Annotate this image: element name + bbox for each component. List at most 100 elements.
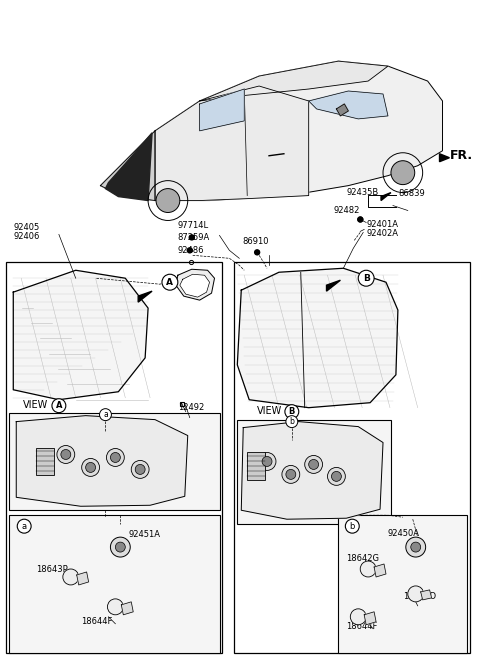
Circle shape [162, 274, 178, 290]
Text: 86839: 86839 [398, 189, 425, 197]
Circle shape [345, 519, 359, 533]
Polygon shape [176, 269, 215, 300]
Bar [234, 262, 470, 653]
Polygon shape [364, 612, 376, 625]
Polygon shape [138, 291, 152, 302]
Text: 92482: 92482 [334, 207, 360, 216]
Circle shape [358, 217, 363, 222]
Text: 12492: 12492 [178, 402, 204, 412]
Text: a: a [103, 410, 108, 419]
Polygon shape [381, 193, 391, 201]
Text: 92406: 92406 [13, 232, 40, 242]
Bar [237, 420, 391, 524]
Text: b: b [289, 417, 294, 426]
Circle shape [156, 189, 180, 213]
Text: 92450A: 92450A [388, 529, 420, 538]
Bar [36, 448, 54, 475]
Circle shape [17, 519, 31, 533]
Bar [247, 453, 265, 481]
Text: 92451A: 92451A [128, 530, 160, 539]
Text: 92486: 92486 [178, 246, 204, 256]
Text: 92435B: 92435B [347, 187, 379, 197]
Text: 18644F: 18644F [347, 622, 378, 631]
Circle shape [285, 404, 299, 418]
Text: A: A [167, 277, 173, 287]
Text: A: A [56, 401, 62, 410]
Text: 87259A: 87259A [178, 234, 210, 242]
Polygon shape [374, 564, 386, 577]
Circle shape [305, 455, 323, 473]
Circle shape [286, 416, 298, 428]
Text: 18642G: 18642G [347, 554, 379, 563]
Polygon shape [100, 61, 443, 201]
Circle shape [63, 569, 79, 585]
Polygon shape [16, 416, 188, 506]
Bar [338, 515, 467, 653]
Circle shape [282, 465, 300, 483]
Circle shape [286, 469, 296, 479]
Text: a: a [22, 522, 27, 531]
Circle shape [61, 449, 71, 459]
Polygon shape [180, 274, 210, 297]
Polygon shape [309, 91, 388, 119]
Circle shape [52, 399, 66, 412]
Polygon shape [106, 133, 152, 201]
Polygon shape [155, 86, 309, 201]
Bar [9, 515, 220, 653]
Bar [9, 412, 220, 510]
Circle shape [262, 457, 272, 467]
Text: 18643D: 18643D [403, 592, 436, 601]
Polygon shape [200, 61, 388, 101]
Circle shape [135, 465, 145, 475]
Circle shape [57, 446, 75, 463]
Circle shape [360, 561, 376, 577]
Polygon shape [77, 572, 89, 585]
Text: VIEW: VIEW [23, 400, 48, 410]
Text: B: B [363, 273, 370, 283]
Polygon shape [420, 590, 432, 600]
Polygon shape [440, 154, 449, 162]
Circle shape [131, 461, 149, 479]
Polygon shape [237, 268, 398, 408]
Text: B: B [288, 407, 295, 416]
Text: 92401A: 92401A [366, 220, 398, 230]
Circle shape [107, 448, 124, 467]
Circle shape [408, 586, 424, 602]
Text: FR.: FR. [449, 149, 472, 162]
Circle shape [332, 471, 341, 481]
Circle shape [82, 459, 99, 477]
Circle shape [108, 599, 123, 615]
Polygon shape [336, 104, 348, 116]
Circle shape [110, 453, 120, 463]
Polygon shape [100, 131, 155, 201]
Text: b: b [349, 522, 355, 531]
Circle shape [391, 161, 415, 185]
Circle shape [110, 537, 130, 557]
Circle shape [99, 408, 111, 420]
Circle shape [411, 542, 420, 552]
Circle shape [358, 270, 374, 286]
Circle shape [115, 542, 125, 552]
Circle shape [406, 537, 426, 557]
Circle shape [327, 467, 345, 485]
Text: 92405: 92405 [13, 223, 39, 232]
Circle shape [189, 235, 194, 240]
Polygon shape [326, 280, 340, 291]
Circle shape [85, 463, 96, 473]
Polygon shape [121, 602, 133, 615]
Polygon shape [13, 270, 148, 400]
Circle shape [350, 609, 366, 625]
Bar [6, 262, 222, 653]
Polygon shape [200, 89, 244, 131]
Text: VIEW: VIEW [257, 406, 282, 416]
Text: 92402A: 92402A [366, 230, 398, 238]
Text: 18644F: 18644F [81, 617, 112, 626]
Polygon shape [241, 422, 383, 519]
Circle shape [309, 459, 319, 469]
Text: 86910: 86910 [242, 238, 269, 246]
Text: 18643P: 18643P [36, 565, 68, 574]
Circle shape [187, 248, 192, 253]
Text: 97714L: 97714L [178, 221, 209, 230]
Circle shape [255, 250, 260, 255]
Circle shape [258, 453, 276, 471]
